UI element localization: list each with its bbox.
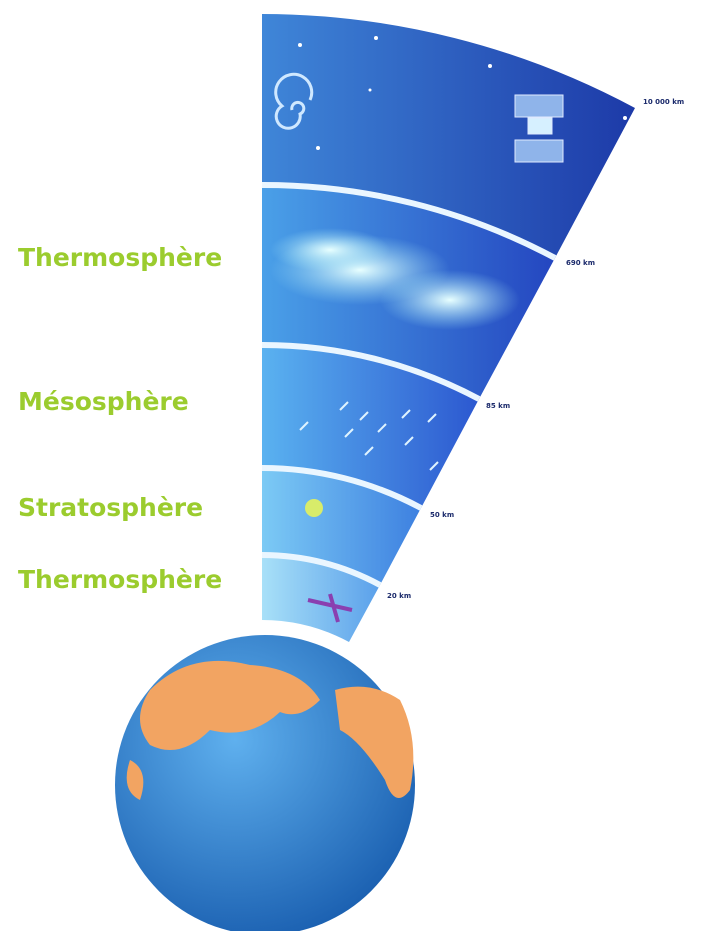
altitude-label: 85 km <box>486 402 510 410</box>
layer-label: Thermosphère <box>18 565 222 594</box>
band-troposphere <box>262 555 380 642</box>
continents <box>126 660 414 800</box>
satellite <box>514 94 564 163</box>
stars <box>298 36 627 150</box>
altitude-label: 20 km <box>387 592 411 600</box>
altitude-label: 50 km <box>430 511 454 519</box>
aurora <box>270 228 520 330</box>
airplane <box>307 593 353 623</box>
layer-label: Mésosphère <box>18 387 189 416</box>
band-exosphere <box>262 14 635 258</box>
altitude-label: 10 000 km <box>643 98 684 106</box>
layer-label: Thermosphère <box>18 243 222 272</box>
separators <box>261 181 557 588</box>
layer-label: Stratosphère <box>18 493 203 522</box>
altitude-label: 690 km <box>566 259 595 267</box>
balloon <box>305 499 323 517</box>
meteors <box>299 401 439 471</box>
spiral-galaxy <box>274 72 314 130</box>
band-mesosphere <box>262 344 479 508</box>
